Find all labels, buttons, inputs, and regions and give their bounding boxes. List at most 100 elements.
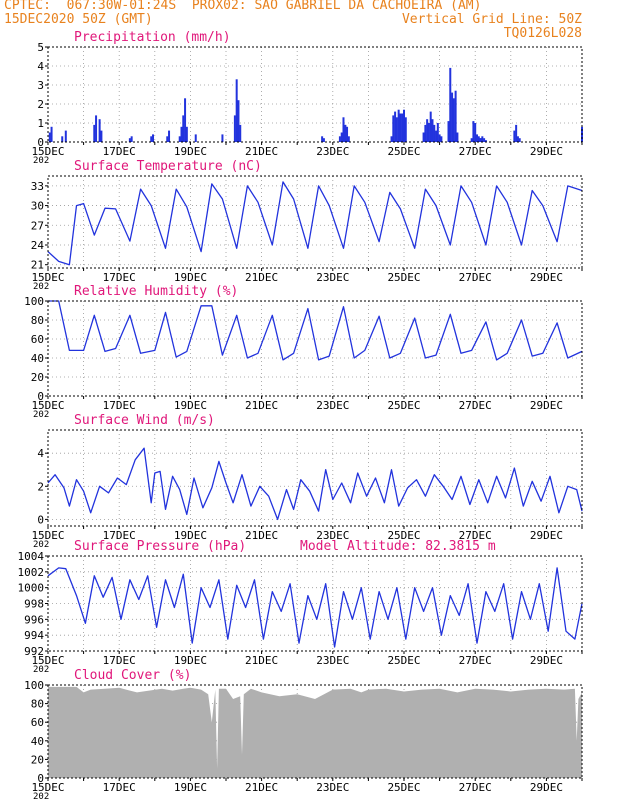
precip-bar bbox=[427, 123, 430, 142]
x-tick-label: 27DEC bbox=[459, 145, 492, 158]
precip-bar bbox=[472, 121, 475, 142]
y-tick-label: 100 bbox=[24, 679, 44, 692]
precip-bar bbox=[178, 136, 181, 142]
precip-bar bbox=[513, 130, 516, 142]
x-tick-label: 27DEC bbox=[459, 781, 492, 794]
precip-bar bbox=[516, 136, 519, 142]
precip-bar bbox=[475, 134, 478, 142]
precip-bar bbox=[435, 130, 438, 142]
precip-bar bbox=[237, 100, 240, 142]
x-tick-label: 25DEC bbox=[387, 399, 420, 412]
x-tick-label: 19DEC bbox=[174, 399, 207, 412]
y-tick-label: 1004 bbox=[18, 550, 45, 563]
x-tick-label: 29DEC bbox=[530, 399, 563, 412]
y-tick-label: 60 bbox=[31, 716, 44, 729]
x-tick-label: 15DEC bbox=[31, 529, 64, 542]
precip-bar bbox=[452, 98, 455, 142]
precip-bar bbox=[346, 126, 349, 142]
precip-bar bbox=[194, 134, 197, 142]
x-tick-label: 27DEC bbox=[459, 654, 492, 667]
y-tick-label: 2 bbox=[37, 98, 44, 111]
y-tick-label: 40 bbox=[31, 352, 44, 365]
y-tick-label: 3 bbox=[37, 79, 44, 92]
model-id: TQ0126L028 bbox=[503, 26, 582, 41]
year-label: 202 bbox=[33, 282, 49, 292]
precip-bar bbox=[221, 134, 224, 142]
y-tick-label: 2 bbox=[37, 480, 44, 493]
y-tick-label: 30 bbox=[31, 200, 44, 213]
panel-title: Precipitation (mm/h) bbox=[74, 30, 231, 45]
precip-bar bbox=[130, 136, 133, 142]
precip-bar bbox=[152, 134, 155, 142]
precip-bar bbox=[321, 136, 324, 142]
panel-4 bbox=[45, 429, 583, 529]
x-tick-label: 17DEC bbox=[103, 399, 136, 412]
x-tick-label: 21DEC bbox=[245, 271, 278, 284]
precip-bar bbox=[429, 111, 432, 142]
x-tick-label: 23DEC bbox=[316, 271, 349, 284]
y-tick-label: 4 bbox=[37, 60, 44, 73]
year-label: 202 bbox=[33, 156, 49, 166]
x-tick-label: 29DEC bbox=[530, 781, 563, 794]
panel-5 bbox=[45, 555, 583, 654]
y-tick-label: 80 bbox=[31, 698, 44, 711]
y-tick-label: 996 bbox=[24, 613, 44, 626]
precip-bar bbox=[344, 124, 347, 142]
y-tick-label: 33 bbox=[31, 180, 44, 193]
panel-frame bbox=[47, 429, 583, 527]
precip-bar bbox=[61, 136, 64, 142]
x-tick-label: 19DEC bbox=[174, 654, 207, 667]
panel-frame bbox=[47, 684, 583, 779]
panel-title: Surface Temperature (nC) bbox=[74, 159, 262, 174]
series-line bbox=[48, 300, 583, 361]
precip-bar bbox=[483, 138, 486, 142]
panel-title: Cloud Cover (%) bbox=[74, 668, 191, 683]
precip-bar bbox=[235, 79, 238, 142]
precip-bar bbox=[239, 124, 242, 142]
precip-bar bbox=[128, 138, 131, 142]
precip-bar bbox=[392, 115, 395, 142]
y-tick-label: 24 bbox=[31, 239, 45, 252]
precip-bar bbox=[399, 113, 402, 142]
y-tick-label: 60 bbox=[31, 333, 44, 346]
y-tick-label: 80 bbox=[31, 314, 44, 327]
x-tick-label: 21DEC bbox=[245, 145, 278, 158]
y-tick-label: 0 bbox=[37, 513, 44, 526]
precip-bar bbox=[454, 90, 457, 142]
precip-bar bbox=[479, 138, 482, 142]
grid-line-note: Vertical Grid Line: 50Z bbox=[401, 12, 582, 27]
precip-bar bbox=[470, 138, 473, 142]
y-tick-label: 4 bbox=[37, 447, 44, 460]
x-tick-label: 23DEC bbox=[316, 145, 349, 158]
y-tick-label: 1 bbox=[37, 117, 44, 130]
x-tick-label: 21DEC bbox=[245, 529, 278, 542]
panel-1 bbox=[45, 46, 583, 145]
precip-bar bbox=[342, 117, 345, 142]
x-tick-label: 23DEC bbox=[316, 654, 349, 667]
precip-bar bbox=[100, 130, 103, 142]
y-tick-label: 998 bbox=[24, 598, 44, 611]
x-tick-label: 23DEC bbox=[316, 781, 349, 794]
panel-6 bbox=[45, 684, 583, 781]
y-tick-label: 994 bbox=[24, 629, 44, 642]
precip-bar bbox=[95, 115, 98, 142]
x-tick-label: 17DEC bbox=[103, 781, 136, 794]
precip-bar bbox=[451, 92, 454, 142]
precip-bar bbox=[64, 130, 67, 142]
y-tick-label: 20 bbox=[31, 753, 44, 766]
panel-frame bbox=[47, 555, 583, 652]
precip-bar bbox=[481, 136, 484, 142]
precip-bar bbox=[456, 132, 459, 142]
x-tick-label: 23DEC bbox=[316, 399, 349, 412]
y-tick-label: 992 bbox=[24, 645, 44, 658]
precip-bar bbox=[484, 140, 487, 142]
x-tick-label: 15DEC bbox=[31, 145, 64, 158]
station-header: CPTEC: 067:30W-01:24S PROX02: SAO GABRIE… bbox=[4, 0, 482, 13]
y-tick-label: 27 bbox=[31, 219, 44, 232]
y-tick-label: 100 bbox=[24, 295, 44, 308]
y-tick-label: 1002 bbox=[18, 566, 45, 579]
x-tick-label: 25DEC bbox=[387, 271, 420, 284]
precip-bar bbox=[150, 136, 153, 142]
x-tick-label: 25DEC bbox=[387, 529, 420, 542]
